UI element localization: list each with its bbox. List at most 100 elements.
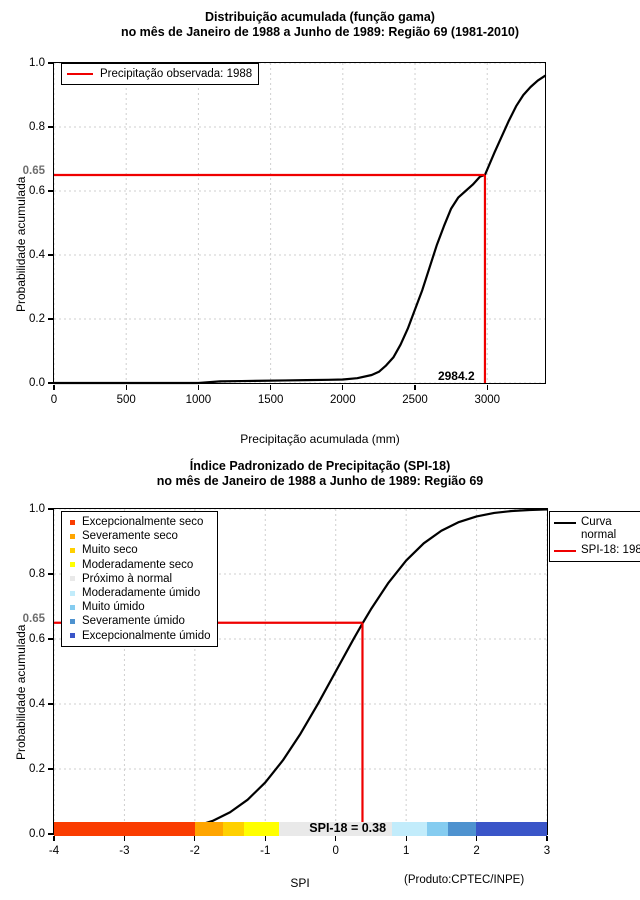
category-legend-label: Severamente úmido bbox=[82, 615, 185, 628]
y-tick-label: 0.0 bbox=[29, 828, 45, 840]
curve-legend-label-2: normal bbox=[581, 529, 617, 541]
y-tick bbox=[48, 508, 53, 510]
x-tick bbox=[197, 385, 199, 390]
y-tick-label: 1.0 bbox=[29, 503, 45, 515]
colorbar-segment bbox=[244, 822, 280, 836]
x-tick-label: 500 bbox=[116, 394, 136, 406]
y-tick bbox=[48, 382, 53, 384]
x-tick bbox=[270, 385, 272, 390]
x-tick bbox=[414, 385, 416, 390]
category-legend-row[interactable]: Severamente úmido bbox=[67, 614, 211, 628]
figure2-title-line2: no mês de Janeiro de 1988 a Junho de 198… bbox=[156, 474, 484, 488]
category-swatch-icon bbox=[70, 547, 75, 553]
x-tick bbox=[53, 836, 55, 841]
y-tick bbox=[48, 638, 53, 640]
figure2-category-legend[interactable]: Excepcionalmente seco Severamente seco Mui… bbox=[61, 511, 218, 647]
y-tick bbox=[48, 190, 53, 192]
x-tick-label: -2 bbox=[189, 845, 200, 857]
category-legend-row[interactable]: Excepcionalmente úmido bbox=[67, 629, 211, 643]
x-tick-label: 1 bbox=[402, 845, 410, 857]
category-legend-row[interactable]: Severamente seco bbox=[67, 529, 211, 543]
colorbar-segment bbox=[54, 822, 195, 836]
y-tick-label: 0.4 bbox=[29, 698, 45, 710]
x-tick-label: 1000 bbox=[185, 394, 212, 406]
colorbar-segment bbox=[448, 822, 477, 836]
x-tick-label: 3000 bbox=[474, 394, 501, 406]
colorbar-segment bbox=[427, 822, 449, 836]
y-tick bbox=[48, 703, 53, 705]
colorbar-segment bbox=[279, 822, 392, 836]
x-tick bbox=[475, 836, 478, 841]
y-tick bbox=[48, 573, 53, 575]
x-tick bbox=[53, 385, 55, 390]
colorbar-segment bbox=[223, 822, 245, 836]
y-tick-label: 0.6 bbox=[29, 185, 45, 197]
figure1-highlight-y-value: 0.65 bbox=[22, 165, 45, 177]
y-tick-label: 1.0 bbox=[29, 57, 45, 69]
figure2-credit: (Produto:CPTEC/INPE) bbox=[404, 874, 525, 886]
colorbar-segment bbox=[476, 822, 547, 836]
category-swatch-icon bbox=[70, 533, 75, 539]
y-tick-label: 0.2 bbox=[29, 763, 45, 775]
x-tick bbox=[342, 385, 344, 390]
category-swatch-icon bbox=[70, 618, 75, 624]
category-legend-label: Moderadamente úmido bbox=[82, 586, 201, 599]
x-tick bbox=[123, 836, 126, 841]
figure1-gridlines bbox=[54, 63, 545, 383]
category-legend-row[interactable]: Muito seco bbox=[67, 543, 211, 557]
category-swatch-icon bbox=[70, 576, 75, 582]
figure1-x-annotation: 2984.2 bbox=[437, 369, 475, 383]
curve-legend-label: Curva bbox=[581, 516, 612, 528]
y-tick bbox=[48, 62, 53, 64]
x-tick bbox=[546, 836, 548, 841]
figure1-curve bbox=[52, 74, 547, 385]
figure1-observed-marker bbox=[54, 173, 487, 383]
figure2-title-line1: Índice Padronizado de Precipitação (SPI-… bbox=[189, 459, 451, 473]
y-tick-label: 0.8 bbox=[29, 568, 45, 580]
category-swatch-icon bbox=[70, 590, 75, 596]
category-swatch-icon bbox=[70, 604, 75, 610]
x-tick-label: 0 bbox=[332, 845, 339, 857]
x-tick bbox=[194, 836, 196, 841]
category-legend-row[interactable]: Muito úmido bbox=[67, 600, 211, 614]
x-tick-label: 0 bbox=[50, 394, 58, 406]
red-line-swatch-icon bbox=[554, 550, 576, 552]
category-legend-row[interactable]: Excepcionalmente seco bbox=[67, 515, 211, 529]
category-legend-row[interactable]: Moderadamente úmido bbox=[67, 586, 211, 600]
category-legend-label: Excepcionalmente seco bbox=[82, 516, 204, 528]
x-tick-label: -4 bbox=[48, 845, 60, 857]
category-legend-label: Muito úmido bbox=[82, 601, 145, 614]
x-tick-label: -1 bbox=[260, 845, 271, 857]
category-legend-label: Próximo à normal bbox=[82, 572, 173, 585]
category-legend-label: Excepcionalmente úmido bbox=[82, 629, 211, 642]
figure1-legend-row: Precipitação observada: 1988 bbox=[67, 67, 252, 81]
x-tick-label: 1500 bbox=[257, 394, 284, 406]
x-tick bbox=[264, 836, 266, 841]
x-tick bbox=[405, 836, 407, 841]
figure2-colorbar-label: SPI-18 = 0.38 bbox=[309, 821, 387, 835]
figure2-highlight-y-value: 0.65 bbox=[22, 612, 45, 625]
category-legend-row[interactable]: Próximo à normal bbox=[67, 572, 211, 586]
curve-legend-label: SPI-18: 1988 bbox=[581, 544, 640, 556]
figure1-legend[interactable]: Precipitação observada: 1988 bbox=[61, 63, 260, 86]
y-tick-label: 0.4 bbox=[29, 249, 45, 261]
black-line-swatch-icon bbox=[554, 522, 576, 524]
figure1-title-line2: no mês de Janeiro de 1988 a Junho de 198… bbox=[120, 25, 520, 39]
curve-legend-row[interactable]: SPI-18: 1988 bbox=[554, 544, 640, 557]
red-line-swatch-icon bbox=[67, 73, 93, 76]
category-swatch-icon bbox=[70, 633, 75, 639]
curve-legend-row[interactable]: Curva normal bbox=[554, 516, 640, 542]
category-legend-row[interactable]: Moderadamente seco bbox=[67, 558, 211, 572]
category-legend-label: Muito seco bbox=[82, 544, 138, 557]
x-tick-label: 3 bbox=[543, 845, 551, 857]
y-tick bbox=[48, 318, 53, 320]
figure1-title-line1: Distribuição acumulada (função gama) bbox=[205, 10, 435, 24]
y-tick-label: 0.6 bbox=[29, 633, 45, 645]
category-legend-label: Severamente seco bbox=[82, 530, 178, 543]
figure2-colorbar bbox=[54, 822, 547, 836]
category-swatch-icon bbox=[70, 519, 75, 525]
x-tick bbox=[125, 385, 127, 390]
figure1-plot-area bbox=[52, 62, 547, 385]
x-tick-label: -3 bbox=[119, 845, 130, 857]
